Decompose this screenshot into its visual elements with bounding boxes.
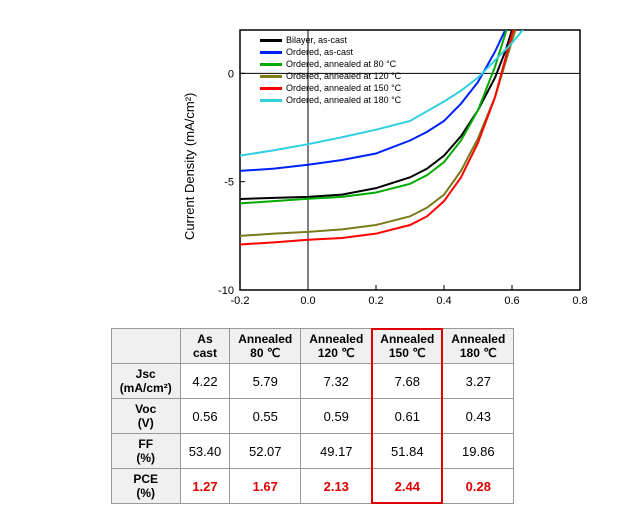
table-cell: 0.55 — [230, 399, 301, 434]
row-header: Voc(V) — [111, 399, 180, 434]
table-cell: 0.43 — [443, 399, 514, 434]
table-cell: 2.44 — [372, 469, 443, 504]
svg-text:0.0: 0.0 — [300, 295, 315, 307]
legend-swatch — [260, 39, 282, 42]
row-header: FF(%) — [111, 434, 180, 469]
svg-text:0.4: 0.4 — [436, 295, 451, 307]
column-header: Annealed180 ℃ — [443, 329, 514, 364]
legend-item: Ordered, annealed at 180 °C — [260, 94, 401, 106]
table-row: Jsc(mA/cm²)4.225.797.327.683.27 — [111, 364, 514, 399]
svg-text:0.2: 0.2 — [368, 295, 383, 307]
legend-label: Ordered, annealed at 80 °C — [286, 58, 396, 70]
legend-item: Bilayer, as-cast — [260, 34, 401, 46]
column-header — [111, 329, 180, 364]
y-axis-label: Current Density (mA/cm²) — [182, 93, 197, 240]
svg-text:0: 0 — [228, 68, 234, 80]
table-cell: 4.22 — [180, 364, 230, 399]
legend-item: Ordered, annealed at 150 °C — [260, 82, 401, 94]
svg-text:0.6: 0.6 — [504, 295, 519, 307]
column-header: Annealed80 ℃ — [230, 329, 301, 364]
table-cell: 5.79 — [230, 364, 301, 399]
column-header: Ascast — [180, 329, 230, 364]
table-cell: 53.40 — [180, 434, 230, 469]
table-cell: 0.56 — [180, 399, 230, 434]
iv-chart: Current Density (mA/cm²) Bilayer, as-cas… — [170, 20, 590, 320]
legend-label: Bilayer, as-cast — [286, 34, 347, 46]
column-header: Annealed150 ℃ — [372, 329, 443, 364]
legend-label: Ordered, annealed at 180 °C — [286, 94, 401, 106]
table-cell: 1.67 — [230, 469, 301, 504]
legend-label: Ordered, as-cast — [286, 46, 353, 58]
legend-swatch — [260, 51, 282, 54]
row-header: Jsc(mA/cm²) — [111, 364, 180, 399]
table-cell: 7.32 — [301, 364, 372, 399]
table-cell: 19.86 — [443, 434, 514, 469]
legend-item: Ordered, as-cast — [260, 46, 401, 58]
legend-item: Ordered, annealed at 80 °C — [260, 58, 401, 70]
table-cell: 1.27 — [180, 469, 230, 504]
legend-item: Ordered, annealed at 120 °C — [260, 70, 401, 82]
table-body: Jsc(mA/cm²)4.225.797.327.683.27Voc(V)0.5… — [111, 364, 514, 504]
chart-legend: Bilayer, as-castOrdered, as-castOrdered,… — [260, 34, 401, 106]
svg-text:0.8: 0.8 — [572, 295, 587, 307]
table-cell: 7.68 — [372, 364, 443, 399]
table-cell: 49.17 — [301, 434, 372, 469]
table-header-row: AscastAnnealed80 ℃Annealed120 ℃Annealed1… — [111, 329, 514, 364]
results-table: AscastAnnealed80 ℃Annealed120 ℃Annealed1… — [111, 328, 515, 504]
table-cell: 51.84 — [372, 434, 443, 469]
table-cell: 3.27 — [443, 364, 514, 399]
table-cell: 0.61 — [372, 399, 443, 434]
table-cell: 0.28 — [443, 469, 514, 504]
table-cell: 52.07 — [230, 434, 301, 469]
table-row: FF(%)53.4052.0749.1751.8419.86 — [111, 434, 514, 469]
svg-text:-10: -10 — [218, 285, 234, 297]
table-row: Voc(V)0.560.550.590.610.43 — [111, 399, 514, 434]
legend-swatch — [260, 87, 282, 90]
column-header: Annealed120 ℃ — [301, 329, 372, 364]
svg-text:-5: -5 — [224, 177, 234, 189]
table-row: PCE(%)1.271.672.132.440.28 — [111, 469, 514, 504]
legend-swatch — [260, 99, 282, 102]
table-cell: 2.13 — [301, 469, 372, 504]
legend-label: Ordered, annealed at 150 °C — [286, 82, 401, 94]
legend-swatch — [260, 75, 282, 78]
legend-label: Ordered, annealed at 120 °C — [286, 70, 401, 82]
table-cell: 0.59 — [301, 399, 372, 434]
legend-swatch — [260, 63, 282, 66]
row-header: PCE(%) — [111, 469, 180, 504]
